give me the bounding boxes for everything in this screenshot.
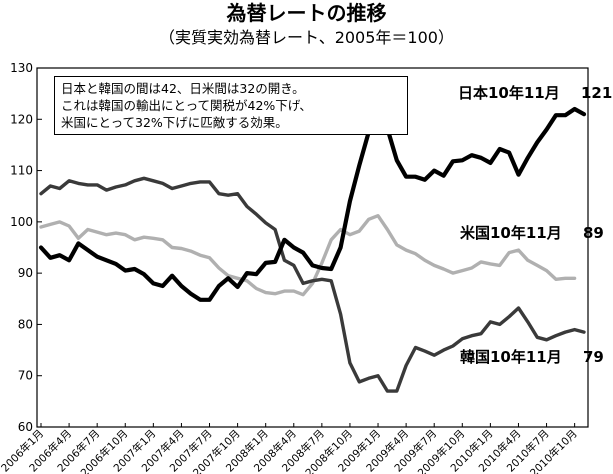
annotation-line-3: 米国にとって32%下げに匹敵する効果。 xyxy=(61,115,288,130)
japan-line xyxy=(38,106,587,302)
y-tick-label: 60 xyxy=(18,420,33,434)
usa-end-value: 89 xyxy=(582,224,604,242)
chart-subtitle: （実質実効為替レート、2005年＝100） xyxy=(159,28,454,47)
japan-series-label: 日本10年11月 121 xyxy=(458,82,612,103)
y-tick-label: 90 xyxy=(18,266,33,280)
korea-line xyxy=(39,176,586,393)
usa-label-text: 米国10年11月 xyxy=(460,224,562,242)
chart-title: 為替レートの推移 xyxy=(226,1,387,25)
usa-series-label: 米国10年11月 89 xyxy=(460,222,604,243)
y-tick-label: 80 xyxy=(18,317,33,331)
y-tick-label: 130 xyxy=(10,61,33,75)
japan-end-value: 121 xyxy=(580,84,613,102)
axes xyxy=(36,67,589,428)
annotation-line-2: これは韓国の輸出にとって関税が42%下げ、 xyxy=(61,98,312,113)
korea-label-text: 韓国10年11月 xyxy=(460,348,562,366)
annotation-box: 日本と韓国の間は42、日米間は32の開き。 これは韓国の輸出にとって関税が42%… xyxy=(54,76,408,135)
plot-frame xyxy=(36,67,589,428)
japan-label-text: 日本10年11月 xyxy=(458,84,560,102)
annotation-line-1: 日本と韓国の間は42、日米間は32の開き。 xyxy=(61,81,305,96)
x-axis-ticks: 2006年1月2006年4月2006年7月2006年10月2007年1月2007… xyxy=(0,423,580,474)
usa-line xyxy=(39,213,577,297)
y-tick-label: 110 xyxy=(10,164,33,178)
y-tick-label: 120 xyxy=(10,112,33,126)
series-lines xyxy=(38,106,587,393)
korea-end-value: 79 xyxy=(582,348,604,366)
y-axis-ticks: 60 70 80 90 100 110 120 130 xyxy=(10,61,42,434)
y-tick-label: 70 xyxy=(18,369,33,383)
korea-series-label: 韓国10年11月 79 xyxy=(460,346,604,367)
y-tick-label: 100 xyxy=(10,215,33,229)
